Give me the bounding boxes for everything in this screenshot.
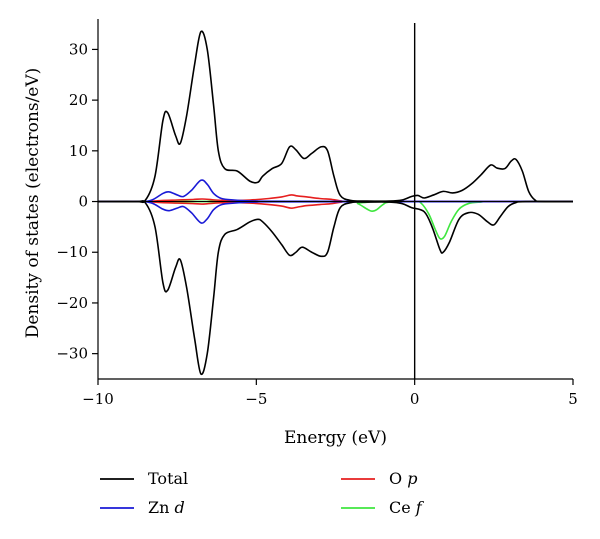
series-line-total-up bbox=[97, 30, 574, 204]
legend-label-italic: p bbox=[407, 469, 417, 488]
y-tick-label: 20 bbox=[69, 91, 88, 109]
legend-label-italic: f bbox=[415, 498, 425, 517]
legend-label-text: O bbox=[389, 469, 407, 488]
x-tick-label: −5 bbox=[245, 390, 267, 408]
legend-label-ce-f: Ce f bbox=[389, 498, 425, 517]
legend-label-total: Total bbox=[148, 469, 188, 488]
legend-item-zn-d: Zn d bbox=[100, 498, 185, 517]
y-tick-label: 0 bbox=[78, 193, 88, 211]
legend-label-italic: d bbox=[175, 498, 185, 517]
series-line-total-down bbox=[97, 199, 574, 376]
axes-layer: −10 −5 0 5 −30 −20 −10 0 10 20 30 bbox=[56, 19, 578, 408]
legend-item-ce-f: Ce f bbox=[341, 498, 425, 517]
y-axis-title: Density of states (electrons/eV) bbox=[23, 68, 43, 339]
legend: Total Zn d O p Ce f bbox=[100, 469, 425, 517]
legend-label-o-p: O p bbox=[389, 469, 417, 488]
series-layer bbox=[97, 30, 574, 376]
x-tick-label: −10 bbox=[82, 390, 114, 408]
x-tick-label: 5 bbox=[568, 390, 578, 408]
legend-item-o-p: O p bbox=[341, 469, 417, 488]
y-tick-label: 30 bbox=[69, 40, 88, 58]
x-tick-label: 0 bbox=[410, 390, 420, 408]
series-line-ce-f-down bbox=[97, 200, 574, 240]
legend-label-text: Zn bbox=[148, 498, 175, 517]
y-tick-label: −30 bbox=[56, 345, 88, 363]
legend-label-text: Total bbox=[148, 469, 188, 488]
y-tick-label: −10 bbox=[56, 243, 88, 261]
legend-label-text: Ce bbox=[389, 498, 416, 517]
y-tick-label: −20 bbox=[56, 294, 88, 312]
legend-label-zn-d: Zn d bbox=[148, 498, 185, 517]
y-tick-label: 10 bbox=[69, 142, 88, 160]
legend-item-total: Total bbox=[100, 469, 188, 488]
x-axis-title: Energy (eV) bbox=[284, 428, 387, 448]
